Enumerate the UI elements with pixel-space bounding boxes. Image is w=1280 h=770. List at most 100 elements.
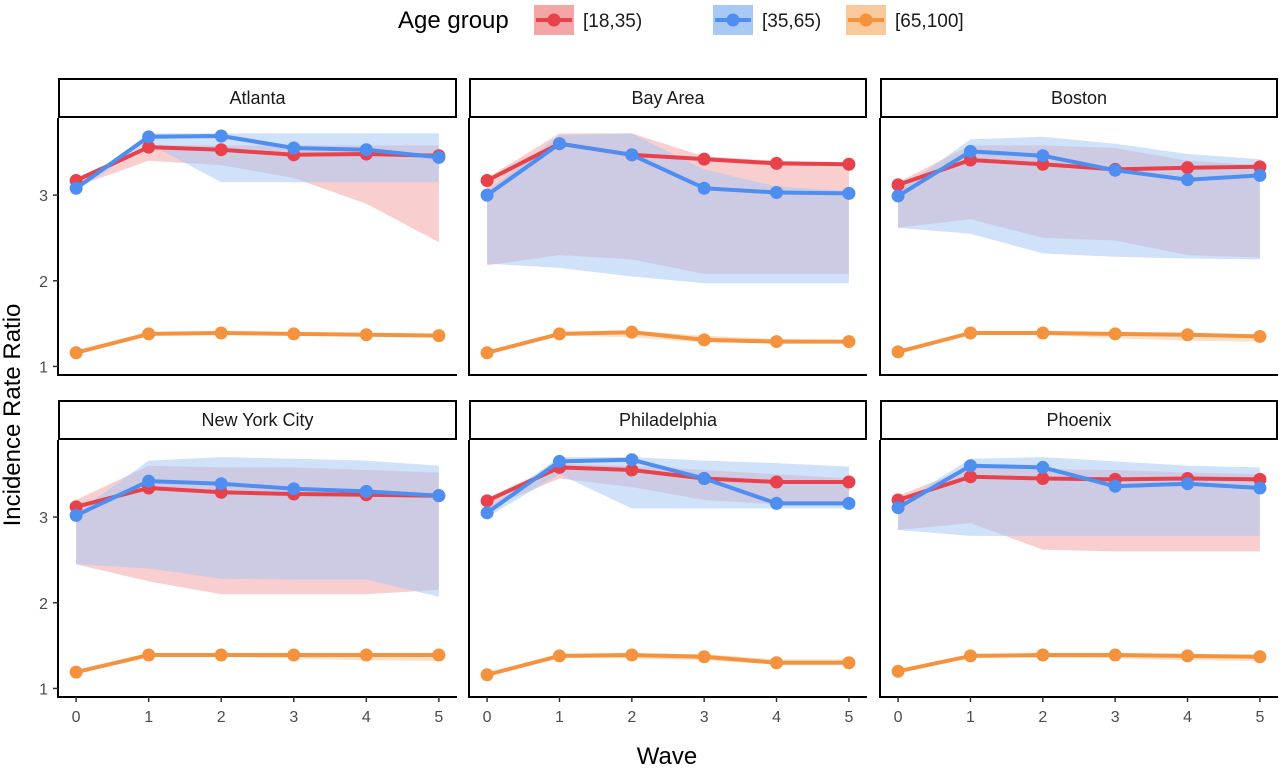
data-point [697,181,711,195]
data-point [69,508,83,522]
data-point [842,335,856,349]
data-point [359,143,373,157]
data-point [1181,649,1195,663]
facet-strip-label: Atlanta [229,88,286,108]
series-line [486,330,849,355]
x-axis-title: Wave [637,743,697,770]
data-point [770,186,784,200]
data-point [1036,472,1050,486]
data-point [1253,168,1267,182]
data-point [770,156,784,170]
data-point [142,474,156,488]
confidence-ribbon [898,331,1260,353]
data-point [142,140,156,154]
data-point [287,648,301,662]
facet-panel: Phoenix 0 1 2 3 4 5 [879,400,1278,726]
data-point [963,470,977,484]
data-point [214,129,228,143]
data-point [552,454,566,468]
y-tick-label: 1 [39,681,48,698]
x-tick-label: 1 [966,709,975,726]
data-point [552,137,566,151]
facet-strip [469,78,867,118]
x-tick-label: 0 [894,709,903,726]
data-point [770,496,784,510]
data-point [480,668,494,682]
data-point [359,484,373,498]
x-tick-label: 5 [1255,709,1264,726]
series-line [75,653,439,675]
facet-panel: Atlanta 1 2 3 [39,78,457,376]
series-line [897,653,1260,674]
x-tick-label: 2 [1038,709,1047,726]
legend-label: [18,35) [583,11,642,32]
series-line [897,331,1260,354]
series-line [897,158,1260,187]
legend-title: Age group [398,7,509,34]
facet-panel: New York City 1 2 3 0 1 2 3 4 5 [39,400,457,726]
facet-strip [880,78,1278,118]
x-tick-label: 4 [772,709,781,726]
confidence-ribbon [487,133,849,284]
confidence-ribbon [898,653,1260,673]
legend-label: [35,65) [762,11,821,32]
legend-key-point [859,13,873,27]
data-point [359,328,373,342]
data-point [842,656,856,670]
data-point [697,472,711,486]
data-point [142,130,156,144]
data-point [1108,648,1122,662]
facet-strip [58,400,457,440]
data-point [480,494,494,508]
facet-strip [58,78,457,118]
facet-panel: Philadelphia 0 1 2 3 4 5 [468,400,867,726]
data-point [69,181,83,195]
data-point [69,665,83,679]
data-point [287,141,301,155]
facet-strip-label: Boston [1051,88,1107,108]
data-point [287,327,301,341]
data-point [963,144,977,158]
series-line [485,141,849,197]
data-point [1181,161,1195,175]
data-point [963,649,977,663]
data-point [142,327,156,341]
facet-panel: Boston [879,78,1278,376]
y-tick-label: 2 [39,596,48,613]
data-point [1108,163,1122,177]
data-point [1181,328,1195,342]
series-line [485,457,849,515]
series-line [75,486,439,509]
data-point [480,188,494,202]
x-tick-label: 0 [483,709,492,726]
data-point [1036,460,1050,474]
data-point [1253,481,1267,495]
legend-label: [65,100] [895,11,964,32]
series-line [75,331,439,355]
data-point [891,189,905,203]
x-tick-label: 3 [289,709,298,726]
facet-strip-label: Phoenix [1046,410,1111,430]
confidence-ribbon [898,457,1260,536]
data-point [891,345,905,359]
x-tick-label: 2 [217,709,226,726]
data-point [842,186,856,200]
y-tick-label: 1 [39,359,48,376]
data-point [697,152,711,166]
y-axis-title: Incidence Rate Ratio [0,304,26,527]
data-point [480,174,494,188]
y-tick-label: 3 [39,188,48,205]
data-point [1036,149,1050,163]
data-point [891,664,905,678]
confidence-ribbon [898,136,1260,260]
x-tick-label: 0 [72,709,81,726]
data-point [552,649,566,663]
data-point [1108,327,1122,341]
data-point [697,333,711,347]
series-line [486,653,849,677]
series-line [897,149,1261,198]
confidence-ribbon [76,653,439,673]
series-line [74,134,440,190]
x-tick-label: 5 [844,709,853,726]
